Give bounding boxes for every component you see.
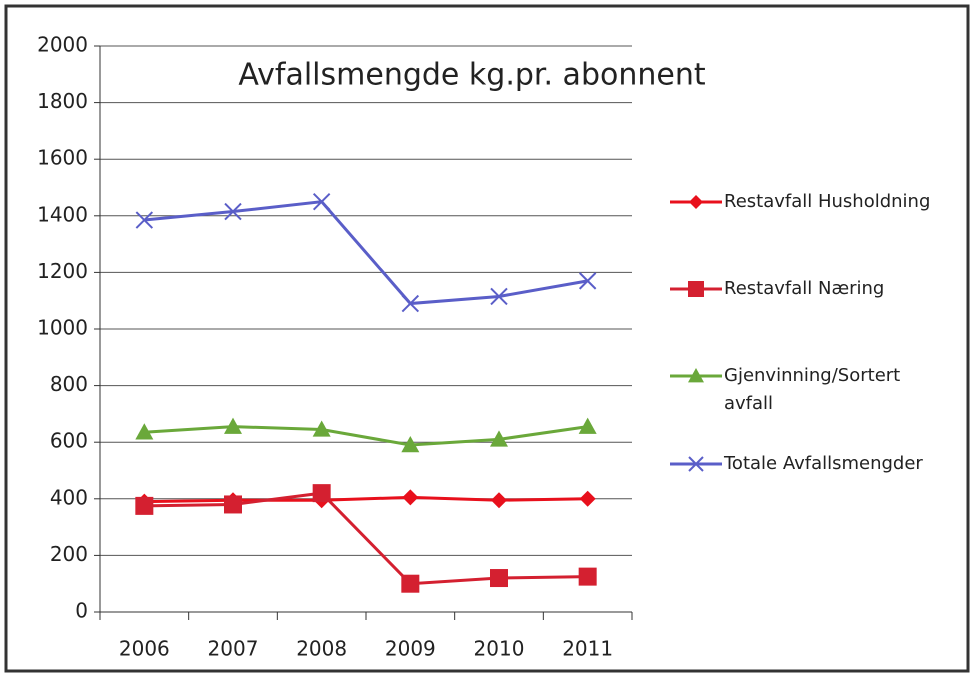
x-tick-label: 2011 [562,637,613,661]
x-tick-label: 2010 [474,637,525,661]
series-line [144,495,588,504]
x-tick-label: 2007 [208,637,259,661]
marker [135,211,154,229]
marker [491,492,507,509]
marker [688,456,704,472]
marker [401,574,420,593]
marker [401,294,420,313]
marker [402,489,419,506]
marker [579,490,596,507]
marker [224,495,242,514]
marker [224,202,242,221]
chart-title: Avfallsmengde kg.pr. abonnent [238,58,705,93]
y-tick-label: 1400 [37,202,88,226]
marker [490,430,508,447]
legend-item: Totale Avfallsmengder [668,450,954,478]
y-tick-label: 1000 [37,316,88,340]
x-tick-label: 2006 [119,637,170,661]
y-tick-label: 1800 [37,89,88,113]
marker [578,567,597,586]
x-tick-label: 2008 [296,637,347,661]
marker [312,484,331,503]
y-tick-label: 2000 [37,33,88,57]
y-tick-label: 400 [50,485,88,509]
y-tick-label: 0 [75,599,88,623]
y-tick-label: 1600 [37,146,88,170]
marker [578,417,597,434]
legend-item: Restavfall Husholdning [668,188,954,216]
series-line [144,425,588,447]
series-line [144,200,588,306]
frame [4,4,970,673]
marker [490,287,508,306]
y-tick-label: 200 [50,542,88,566]
legend-label: Gjenvinning/Sortert avfall [724,365,901,414]
marker [401,436,420,453]
legend-swatch [670,368,722,383]
marker [224,417,242,434]
y-tick-label: 600 [50,429,88,453]
series-line [144,491,588,586]
y-tick-label: 800 [50,372,88,396]
marker [312,192,331,211]
marker [490,569,508,588]
x-tick-label: 2009 [385,637,436,661]
marker [135,423,154,440]
legend-item: Gjenvinning/Sortert avfall [668,362,954,418]
legend-swatch [670,195,722,209]
legend-swatch [670,456,722,472]
marker [689,195,703,209]
marker [135,496,154,515]
y-tick-label: 1200 [37,259,88,283]
marker [688,368,704,383]
marker [688,281,704,297]
legend-swatch [670,281,722,297]
legend-label: Restavfall Husholdning [724,191,931,212]
marker [312,420,331,437]
legend-item: Restavfall Næring [668,275,954,303]
marker [578,272,597,290]
legend-label: Totale Avfallsmengder [724,453,923,474]
legend-label: Restavfall Næring [724,278,885,299]
